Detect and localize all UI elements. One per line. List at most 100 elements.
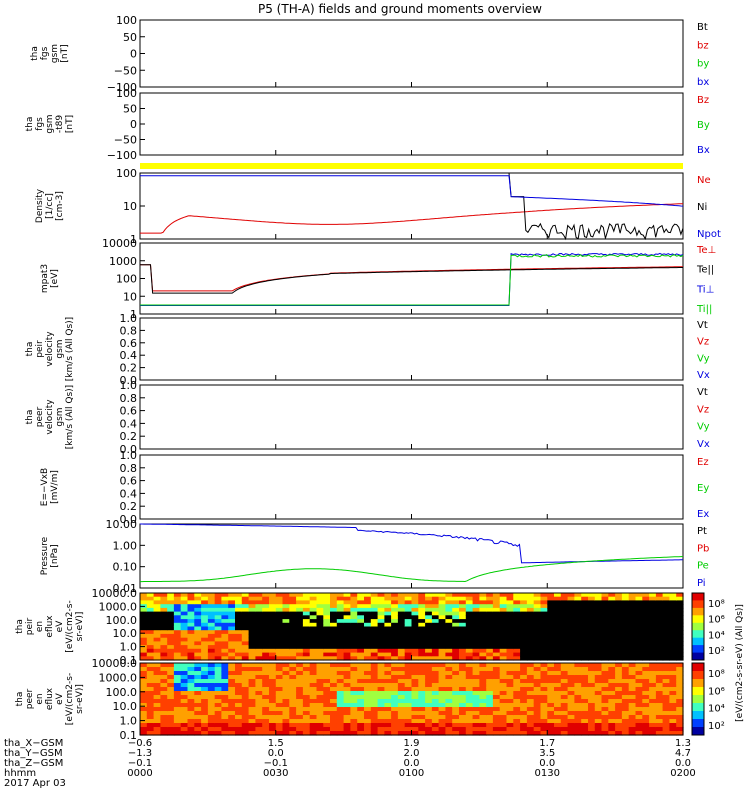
spectrogram-cell	[296, 600, 304, 605]
spectrogram-cell	[445, 671, 453, 676]
spectrogram-cell	[540, 691, 548, 696]
spectrogram-cell	[336, 641, 345, 646]
spectrogram-cell	[235, 675, 243, 680]
spectrogram-cell	[486, 645, 494, 650]
spectrogram-cell	[357, 607, 365, 613]
spectrogram-cell	[269, 707, 277, 712]
spectrogram-cell	[655, 656, 664, 661]
spectrogram-cell	[594, 652, 603, 657]
spectrogram-cell	[309, 626, 318, 631]
spectrogram-cell	[581, 731, 589, 736]
spectrogram-cell	[520, 633, 528, 639]
spectrogram-cell	[418, 719, 426, 724]
spectrogram-cell	[269, 715, 277, 720]
spectrogram-cell	[323, 679, 331, 684]
spectrogram-cell	[160, 719, 168, 724]
spectrogram-cell	[146, 723, 155, 728]
spectrogram-cell	[479, 604, 487, 609]
spectrogram-cell	[649, 619, 657, 624]
spectrogram-cell	[302, 641, 311, 646]
spectrogram-cell	[594, 593, 603, 598]
spectrogram-cell	[173, 600, 182, 605]
spectrogram-cell	[153, 727, 161, 732]
spectrogram-cell	[540, 707, 548, 712]
spectrogram-cell	[642, 593, 650, 598]
spectrogram-cell	[323, 607, 331, 613]
spectrogram-cell	[350, 641, 358, 646]
spectrogram-cell	[411, 611, 419, 616]
spectrogram-cell	[526, 648, 535, 654]
spectrogram-cell	[486, 667, 494, 672]
spectrogram-cell	[330, 619, 338, 624]
spectrogram-cell	[459, 723, 467, 728]
spectrogram-cell	[676, 687, 684, 692]
spectrogram-cell	[547, 719, 555, 724]
spectrogram-cell	[465, 731, 474, 736]
spectrogram-cell	[282, 656, 290, 661]
spectrogram-cell	[364, 652, 372, 657]
spectrogram-cell	[194, 715, 202, 720]
spectrogram-cell	[642, 699, 650, 704]
spectrogram-cell	[608, 652, 616, 657]
panel-frame	[139, 454, 684, 520]
spectrogram-cell	[269, 703, 277, 708]
colorbar-tick-label: 10⁴	[708, 630, 725, 641]
spectrogram-cell	[492, 699, 501, 704]
spectrogram-cell	[180, 671, 189, 676]
spectrogram-cell	[343, 679, 351, 684]
x-tick-value: 0.0	[268, 748, 284, 759]
spectrogram-cell	[275, 723, 284, 728]
spectrogram-cell	[499, 727, 508, 732]
spectrogram-cell	[567, 615, 575, 620]
spectrogram-cell	[588, 607, 596, 613]
spectrogram-cell	[506, 731, 514, 736]
spectrogram-cell	[649, 656, 657, 661]
spectrogram-cell	[438, 615, 446, 620]
spectrogram-cell	[581, 711, 589, 716]
spectrogram-cell	[357, 596, 365, 601]
spectrogram-cell	[492, 715, 501, 720]
spectrogram-cell	[520, 687, 528, 692]
spectrogram-cell	[275, 600, 284, 605]
spectrogram-cell	[194, 604, 202, 609]
spectrogram-cell	[513, 637, 521, 642]
y-tick-label: 1.0	[120, 379, 138, 392]
spectrogram-cell	[397, 683, 406, 688]
spectrogram-cell	[418, 615, 426, 620]
spectrogram-cell	[547, 691, 555, 696]
y-axis-label: peir	[25, 617, 35, 635]
spectrogram-cell	[492, 641, 501, 646]
spectrogram-cell	[642, 667, 650, 672]
spectrogram-cell	[581, 641, 589, 646]
spectrogram-cell	[269, 600, 277, 605]
spectrogram-cell	[492, 711, 501, 716]
spectrogram-cell	[655, 615, 664, 620]
spectrogram-cell	[391, 630, 399, 635]
spectrogram-cell	[499, 671, 508, 676]
spectrogram-cell	[160, 648, 168, 654]
spectrogram-cell	[235, 648, 243, 654]
spectrogram-cell	[173, 695, 182, 700]
spectrogram-cell	[431, 645, 440, 650]
spectrogram-cell	[160, 645, 168, 650]
spectrogram-cell	[560, 596, 569, 601]
spectrogram-cell	[330, 637, 338, 642]
spectrogram-cell	[655, 593, 664, 598]
spectrogram-cell	[533, 723, 542, 728]
spectrogram-cell	[207, 727, 216, 732]
spectrogram-cell	[621, 671, 630, 676]
spectrogram-cell	[289, 637, 297, 642]
spectrogram-cell	[459, 695, 467, 700]
spectrogram-cell	[350, 679, 358, 684]
spectrogram-cell	[364, 727, 372, 732]
spectrogram-cell	[567, 656, 575, 661]
spectrogram-cell	[533, 675, 542, 680]
spectrogram-cell	[397, 731, 406, 736]
spectrogram-cell	[404, 611, 413, 616]
spectrogram-cell	[302, 645, 311, 650]
spectrogram-cell	[235, 703, 243, 708]
spectrogram-cell	[336, 719, 345, 724]
spectrogram-cell	[492, 679, 501, 684]
spectrogram-cell	[167, 731, 175, 736]
